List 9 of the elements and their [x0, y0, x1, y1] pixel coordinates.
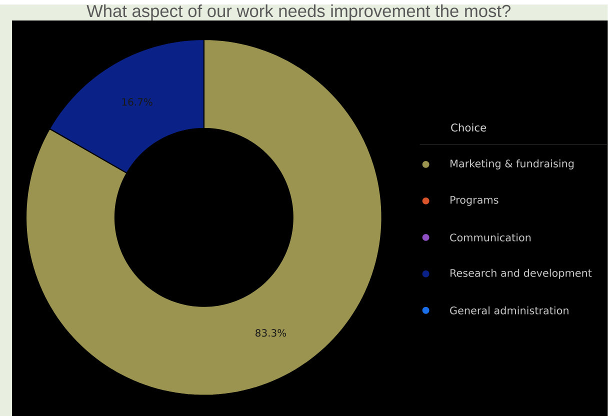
legend-label: Communication: [450, 233, 531, 242]
legend-label: General administration: [450, 306, 568, 314]
legend-title: Choice: [451, 123, 486, 132]
legend-label: Marketing & fundraising: [450, 159, 574, 170]
legend-label: Programs: [450, 196, 498, 206]
legend-label: Research and development: [450, 268, 592, 279]
data-label: 16.7%: [122, 98, 152, 106]
data-label: 83.3%: [256, 328, 286, 337]
chart-title: What aspect of our work needs improvement the most?: [86, 4, 510, 20]
